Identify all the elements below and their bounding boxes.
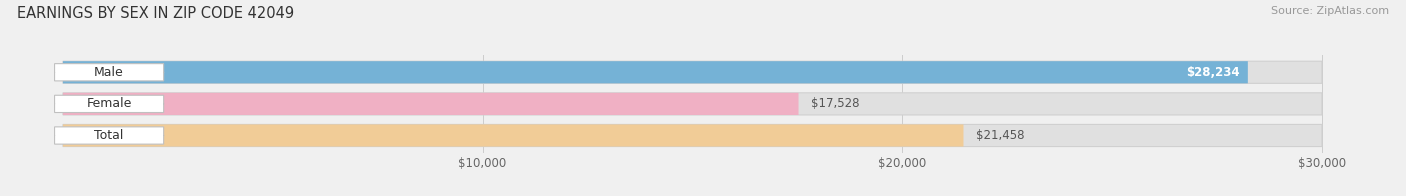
FancyBboxPatch shape [55, 95, 163, 113]
FancyBboxPatch shape [63, 124, 1322, 147]
Text: Source: ZipAtlas.com: Source: ZipAtlas.com [1271, 6, 1389, 16]
Text: Male: Male [94, 66, 124, 79]
Text: Total: Total [94, 129, 124, 142]
Text: $21,458: $21,458 [976, 129, 1025, 142]
Text: $17,528: $17,528 [811, 97, 859, 110]
FancyBboxPatch shape [55, 64, 163, 81]
Text: Female: Female [86, 97, 132, 110]
FancyBboxPatch shape [55, 127, 163, 144]
FancyBboxPatch shape [63, 93, 1322, 115]
Text: $28,234: $28,234 [1185, 66, 1240, 79]
Text: EARNINGS BY SEX IN ZIP CODE 42049: EARNINGS BY SEX IN ZIP CODE 42049 [17, 6, 294, 21]
FancyBboxPatch shape [63, 61, 1249, 83]
FancyBboxPatch shape [63, 124, 963, 147]
FancyBboxPatch shape [63, 61, 1322, 83]
FancyBboxPatch shape [63, 93, 799, 115]
